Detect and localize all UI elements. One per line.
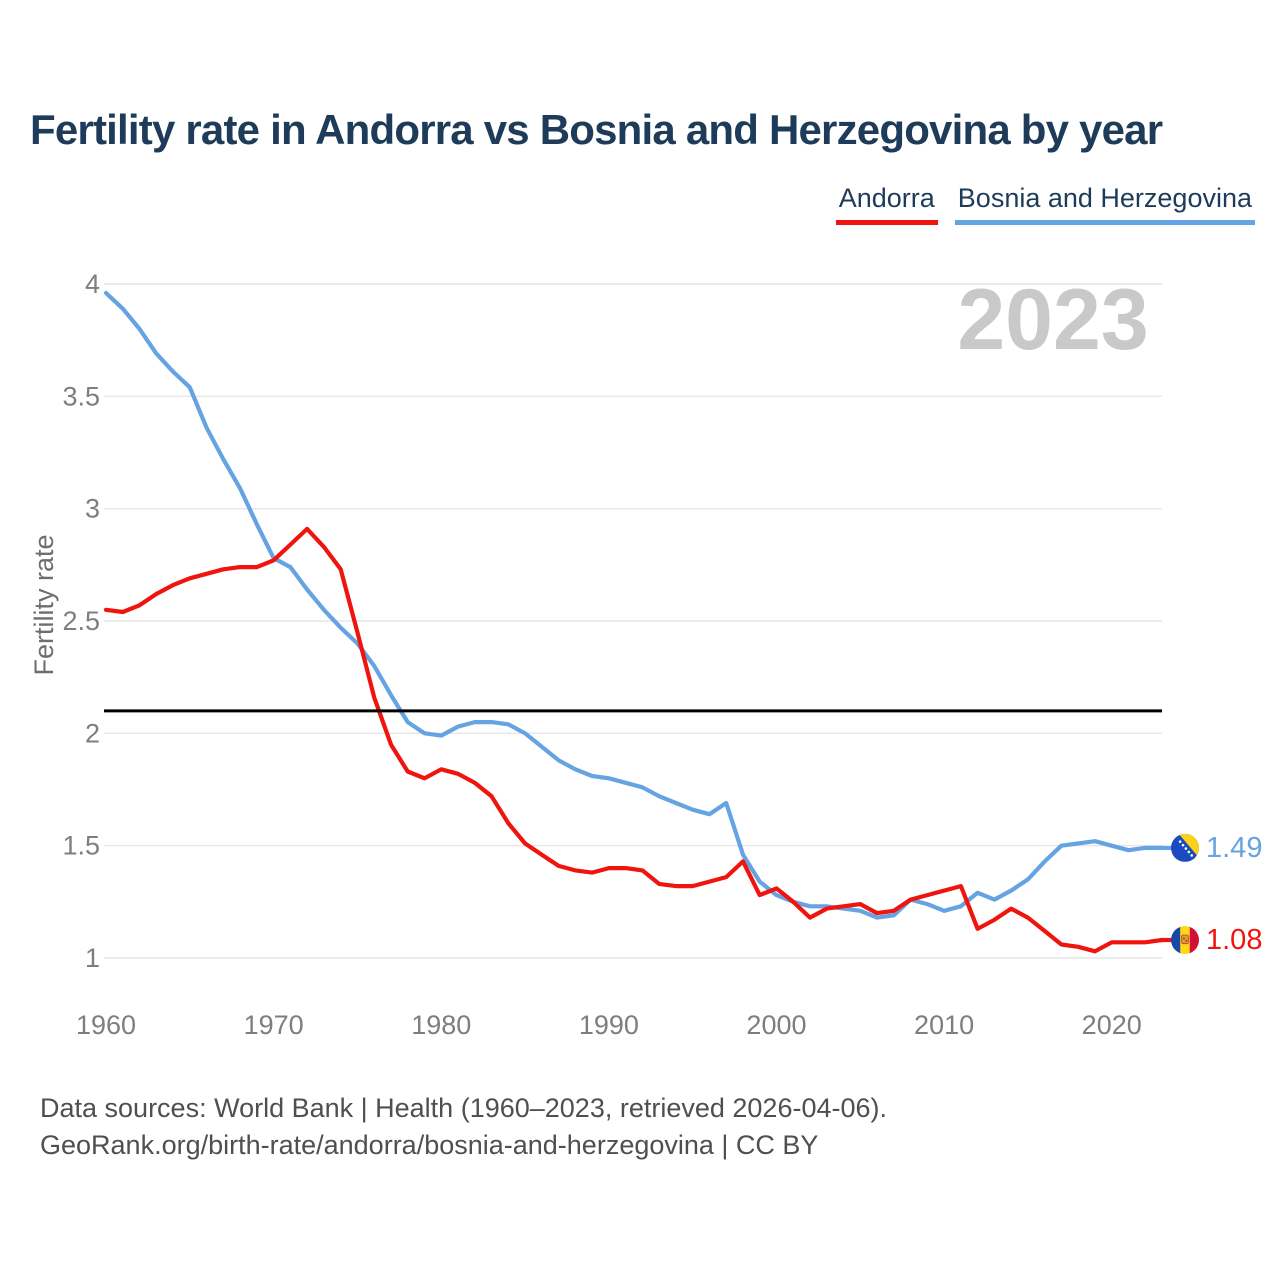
legend-item-andorra[interactable]: Andorra bbox=[835, 183, 938, 225]
series-line-andorra[interactable] bbox=[103, 526, 1165, 954]
x-tick-label-1990: 1990 bbox=[579, 1010, 639, 1040]
x-tick-label-2000: 2000 bbox=[746, 1010, 806, 1040]
flag-star bbox=[1181, 843, 1185, 847]
andorra-flag-icon: 1.08 bbox=[1161, 924, 1262, 956]
x-tick-label-1960: 1960 bbox=[76, 1010, 136, 1040]
end-value-label-bosnia-and-herzegovina: 1.49 bbox=[1206, 832, 1262, 864]
y-tick-label-2: 2 bbox=[85, 718, 100, 748]
bosnia-and-herzegovina-flag-icon: 1.49 bbox=[1161, 832, 1262, 864]
flag-star bbox=[1184, 847, 1188, 850]
page-title: Fertility rate in Andorra vs Bosnia and … bbox=[30, 106, 1163, 153]
source-line-1: Data sources: World Bank | Health (1960–… bbox=[40, 1093, 887, 1123]
chart-legend: Andorra Bosnia and Herzegovina bbox=[835, 183, 1255, 225]
y-tick-label-1.5: 1.5 bbox=[62, 831, 100, 861]
y-tick-label-3.5: 3.5 bbox=[62, 381, 100, 411]
flag-stripe-red bbox=[1189, 926, 1199, 955]
y-tick-label-3: 3 bbox=[85, 494, 100, 524]
flag-star bbox=[1190, 854, 1193, 857]
end-value-label-andorra: 1.08 bbox=[1206, 924, 1262, 956]
x-tick-label-2010: 2010 bbox=[914, 1010, 974, 1040]
y-tick-label-1: 1 bbox=[85, 943, 100, 973]
flag-art bbox=[1171, 926, 1199, 955]
data-source-note: Data sources: World Bank | Health (1960–… bbox=[40, 1090, 1240, 1164]
source-line-2: GeoRank.org/birth-rate/andorra/bosnia-an… bbox=[40, 1130, 819, 1160]
legend-item-bosnia-and-herzegovina[interactable]: Bosnia and Herzegovina bbox=[954, 183, 1255, 225]
x-tick-label-2020: 2020 bbox=[1082, 1010, 1142, 1040]
year-watermark: 2023 bbox=[957, 272, 1148, 368]
x-tick-label-1970: 1970 bbox=[244, 1010, 304, 1040]
flag-triangle bbox=[1178, 833, 1199, 859]
y-tick-label-4: 4 bbox=[85, 269, 100, 299]
flag-star bbox=[1187, 850, 1191, 854]
flag-stripe-blue bbox=[1171, 926, 1181, 955]
y-tick-label-2.5: 2.5 bbox=[62, 606, 100, 636]
flag-star bbox=[1178, 840, 1182, 843]
flag-crest bbox=[1181, 934, 1189, 945]
x-tick-label-1980: 1980 bbox=[411, 1010, 471, 1040]
flag-crest-detail bbox=[1183, 937, 1185, 940]
flag-art bbox=[1171, 833, 1199, 862]
series-line-bosnia-and-herzegovina[interactable] bbox=[103, 290, 1165, 920]
flag-crest-detail bbox=[1185, 939, 1188, 942]
